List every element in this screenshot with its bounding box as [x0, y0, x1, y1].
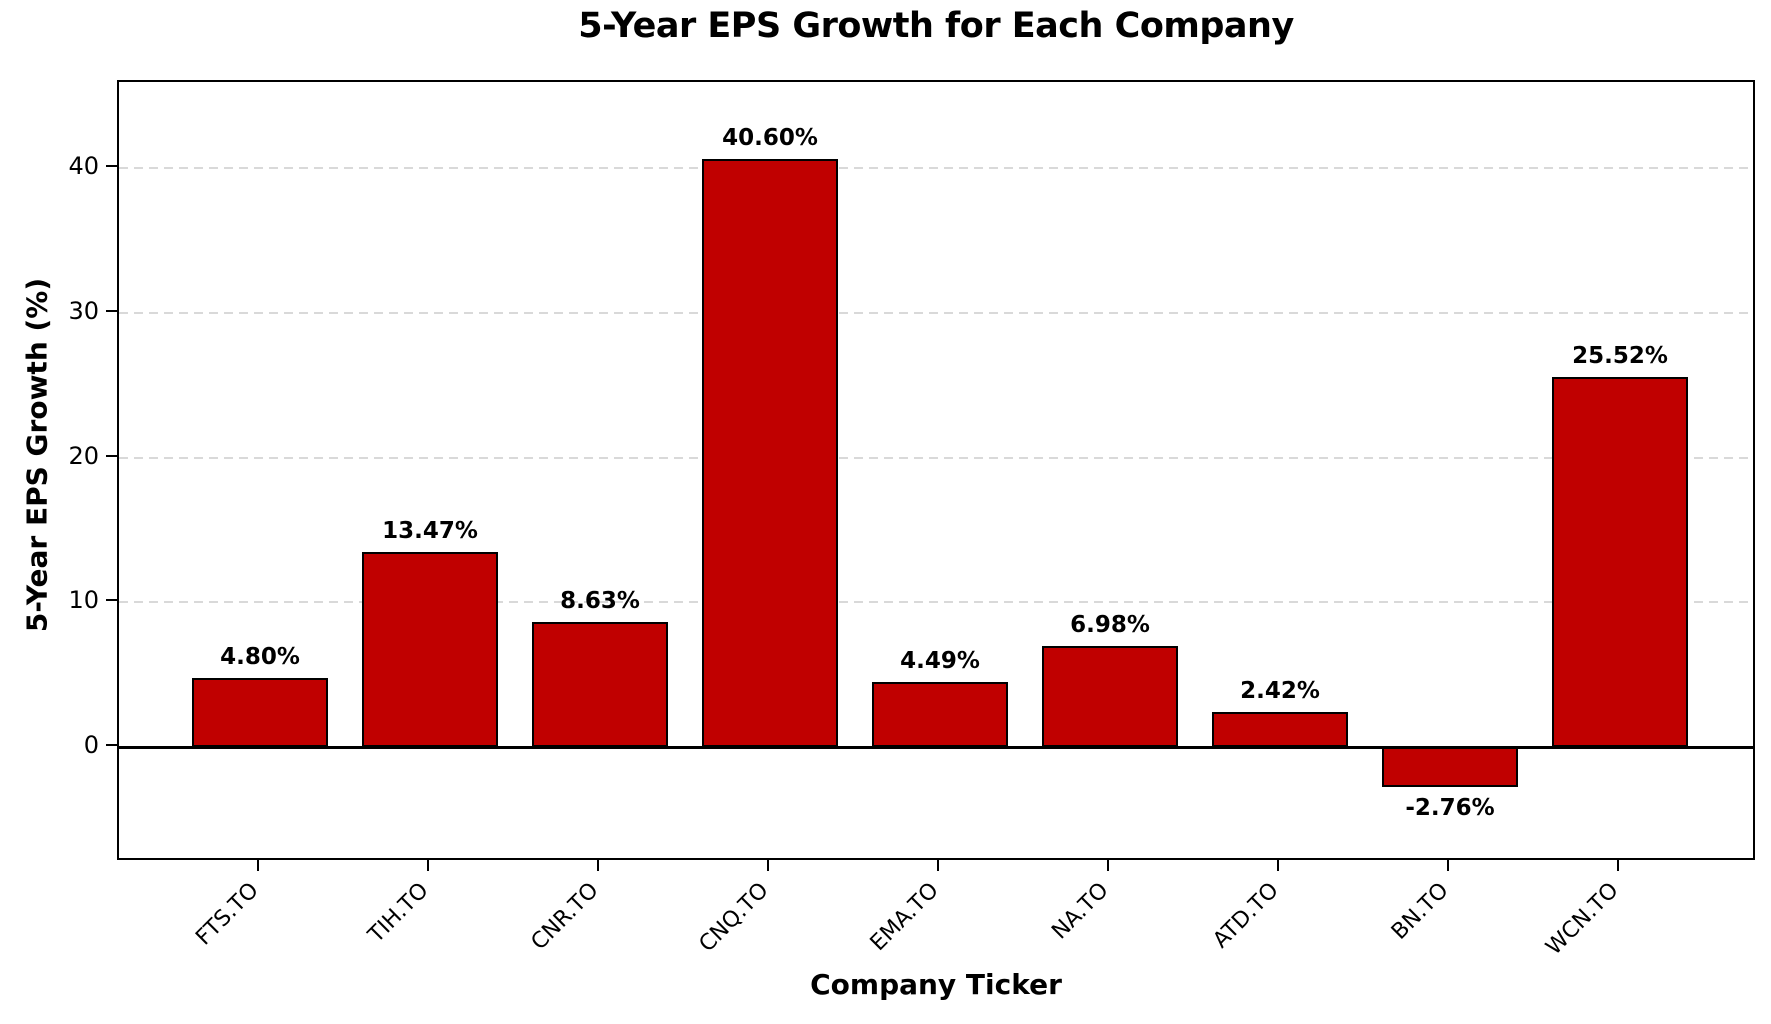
x-tick-CNR.TO: [597, 860, 599, 871]
bar-EMA.TO: [872, 682, 1008, 748]
bar-NA.TO: [1042, 646, 1178, 748]
bar-value-label-TIH.TO: 13.47%: [382, 518, 478, 545]
x-tick-label-TIH.TO: TIH.TO: [363, 878, 434, 948]
gridline-10: [119, 601, 1753, 604]
y-axis-label: 5-Year EPS Growth (%): [20, 277, 54, 633]
x-tick-label-CNQ.TO: CNQ.TO: [694, 878, 774, 958]
x-tick-NA.TO: [1107, 860, 1109, 871]
x-tick-label-NA.TO: NA.TO: [1047, 878, 1114, 945]
x-tick-label-FTS.TO: FTS.TO: [191, 878, 264, 951]
bar-value-label-FTS.TO: 4.80%: [220, 643, 300, 670]
y-tick-label-30: 30: [68, 296, 99, 325]
x-tick-ATD.TO: [1277, 860, 1279, 871]
x-tick-BN.TO: [1447, 860, 1449, 871]
gridline-40: [119, 166, 1753, 169]
bar-CNQ.TO: [702, 158, 838, 748]
y-tick-30: [106, 309, 117, 312]
y-tick-40: [106, 164, 117, 167]
y-tick-0: [106, 744, 117, 747]
x-tick-label-WCN.TO: WCN.TO: [1541, 878, 1624, 961]
zero-line: [119, 745, 1753, 749]
x-tick-EMA.TO: [937, 860, 939, 871]
bar-value-label-NA.TO: 6.98%: [1070, 612, 1150, 639]
bar-BN.TO: [1382, 747, 1518, 788]
bar-value-label-CNQ.TO: 40.60%: [722, 124, 818, 151]
bar-TIH.TO: [362, 552, 498, 748]
x-tick-TIH.TO: [427, 860, 429, 871]
y-tick-label-20: 20: [68, 441, 99, 470]
bar-value-label-EMA.TO: 4.49%: [900, 648, 980, 675]
bar-value-label-ATD.TO: 2.42%: [1240, 678, 1320, 705]
bar-ATD.TO: [1212, 712, 1348, 748]
bar-value-label-CNR.TO: 8.63%: [560, 588, 640, 615]
gridline-20: [119, 456, 1753, 459]
x-tick-FTS.TO: [257, 860, 259, 871]
y-tick-label-0: 0: [83, 731, 99, 760]
y-tick-label-10: 10: [68, 586, 99, 615]
x-tick-label-ATD.TO: ATD.TO: [1208, 878, 1284, 954]
y-tick-10: [106, 599, 117, 602]
bar-value-label-WCN.TO: 25.52%: [1572, 343, 1668, 370]
y-tick-20: [106, 454, 117, 457]
x-tick-label-EMA.TO: EMA.TO: [865, 878, 944, 956]
bar-FTS.TO: [192, 677, 328, 748]
x-tick-CNQ.TO: [767, 860, 769, 871]
y-tick-label-40: 40: [68, 151, 99, 180]
plot-area: 4.80% 13.47% 8.63% 40.60% 4.49% 6.98% 2.42% -2.…: [117, 80, 1755, 860]
bar-WCN.TO: [1552, 377, 1688, 748]
x-tick-label-BN.TO: BN.TO: [1386, 878, 1454, 945]
x-tick-label-CNR.TO: CNR.TO: [526, 878, 604, 956]
x-axis-label: Company Ticker: [810, 968, 1062, 1001]
bar-CNR.TO: [532, 622, 668, 748]
bar-value-label-BN.TO: -2.76%: [1405, 795, 1495, 822]
chart-title: 5-Year EPS Growth for Each Company: [578, 6, 1294, 46]
gridline-30: [119, 311, 1753, 314]
x-tick-WCN.TO: [1617, 860, 1619, 871]
